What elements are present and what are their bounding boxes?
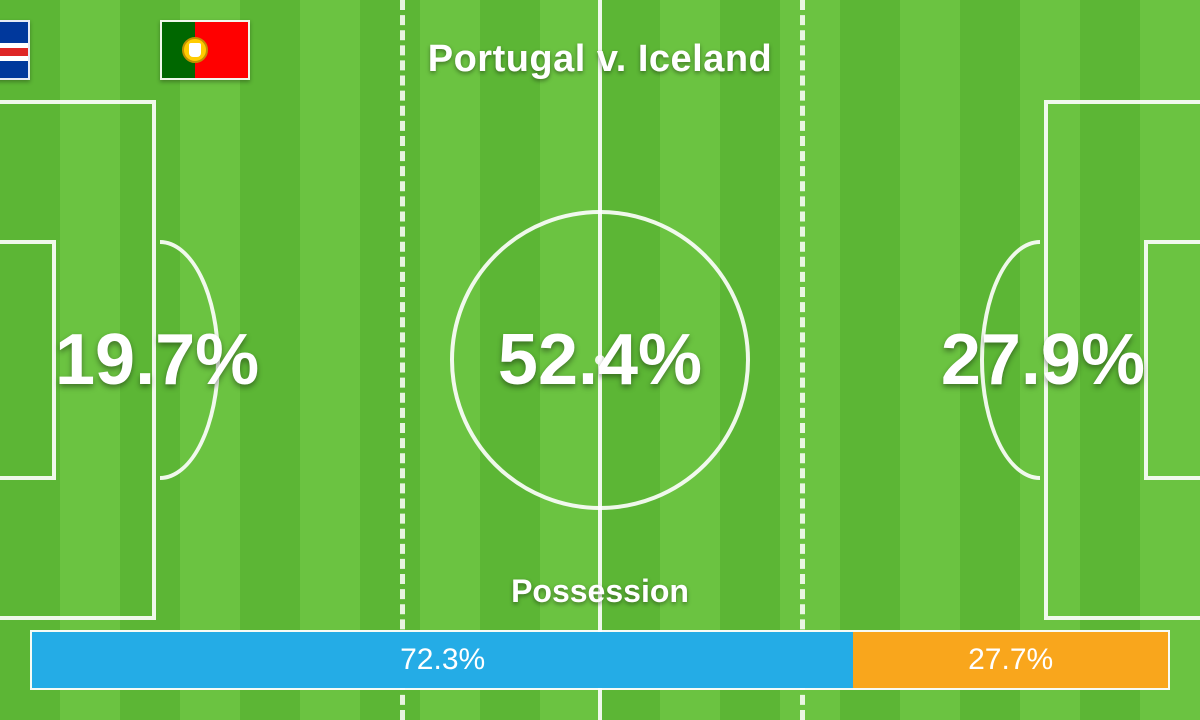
match-title: Portugal v. Iceland xyxy=(0,38,1200,81)
zone-pct-middle: 52.4% xyxy=(498,319,702,401)
goal-box-left xyxy=(0,240,56,480)
possession-left-value: 72.3% xyxy=(400,643,485,677)
possession-label: Possession xyxy=(0,573,1200,610)
possession-seg-right: 27.7% xyxy=(853,632,1168,688)
third-line-left xyxy=(400,0,405,720)
possession-right-value: 27.7% xyxy=(968,643,1053,677)
goal-box-right xyxy=(1144,240,1200,480)
zone-pct-right: 27.9% xyxy=(941,319,1145,401)
possession-bar: 72.3% 27.7% xyxy=(30,630,1170,690)
football-pitch: Portugal v. Iceland 19.7% 52.4% 27.9% Po… xyxy=(0,0,1200,720)
third-line-right xyxy=(800,0,805,720)
zone-pct-left: 19.7% xyxy=(55,319,259,401)
possession-seg-left: 72.3% xyxy=(32,632,853,688)
